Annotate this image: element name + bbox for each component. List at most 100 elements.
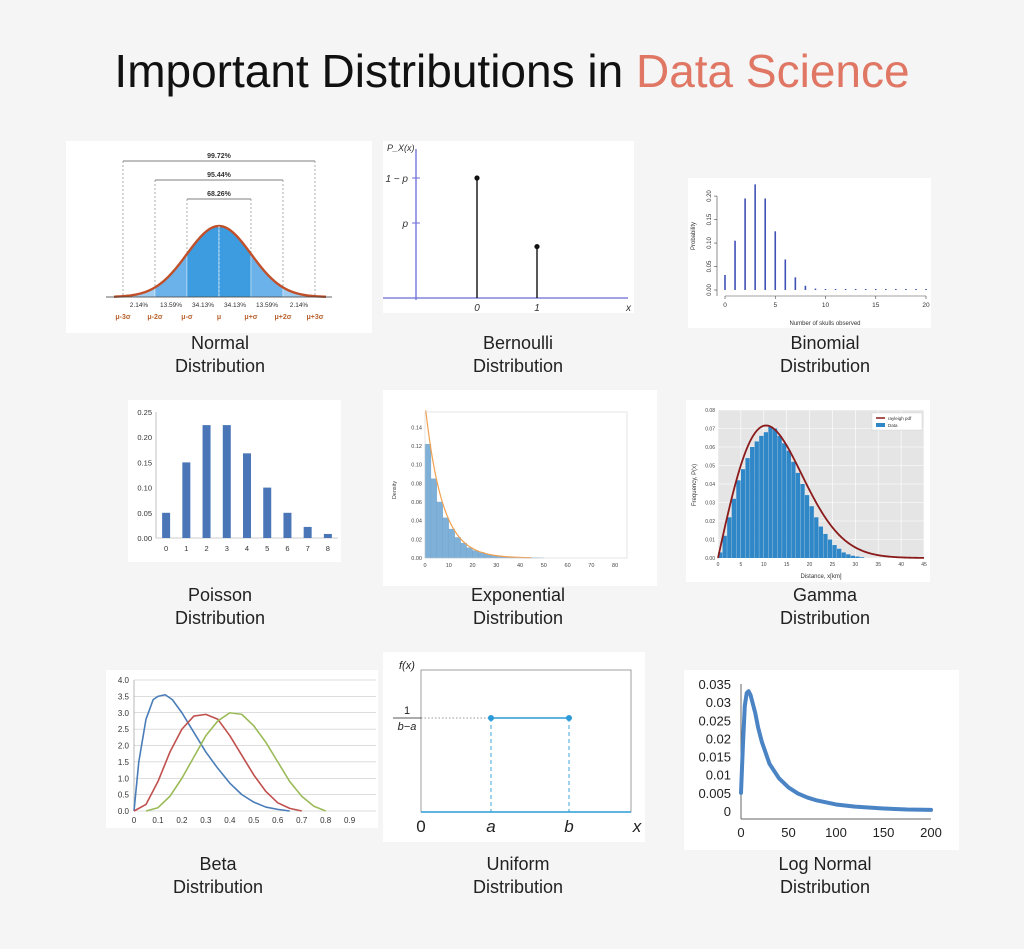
lognormal-chart: 0 0.005 0.01 0.015 0.02 0.025 0.03 0.035 0 50 100 1…: [684, 670, 959, 850]
gamma-y-tick-label: 0.07: [705, 427, 715, 433]
beta-caption-line2: Distribution: [172, 877, 264, 897]
beta-x-tick-label: 0.1: [152, 816, 164, 825]
gamma-x-tick-label: 0: [717, 562, 720, 568]
normal-band-percent: 34.13%: [224, 302, 246, 309]
exponential-bar: [448, 528, 455, 559]
gamma-curve: [717, 424, 925, 559]
gamma-bar: [795, 472, 801, 558]
poisson-bar: [303, 526, 312, 538]
gamma-y-tick-label: 0.06: [705, 445, 715, 451]
beta-x-tick-label: 0.2: [176, 816, 188, 825]
gamma-y-tick-label: 0.02: [705, 519, 715, 525]
bernoulli-y-tick-label: 1 − p: [385, 174, 408, 185]
gamma-caption-line1: Gamma: [792, 585, 857, 605]
gamma-x-tick-label: 10: [761, 562, 767, 568]
bernoulli-point: [474, 175, 480, 181]
gamma-x-tick-label: 20: [807, 562, 813, 568]
gamma-bar: [791, 461, 796, 558]
poisson-y-tick-label: 0.20: [137, 433, 152, 442]
bernoulli-caption: Bernoulli Distribution: [418, 332, 618, 378]
gamma-y-tick-label: 0.04: [705, 482, 715, 488]
uniform-y-den: b−a: [398, 721, 417, 733]
uniform-caption-line1: Uniform: [486, 854, 550, 874]
normal-tick-label: μ+3σ: [306, 314, 323, 321]
gamma-bar: [768, 426, 773, 558]
exponential-x-tick-label: 70: [588, 563, 594, 569]
exponential-chart: 0.00 0.02 0.04 0.06 0.08 0.10 0.12 0.14 0 10 20 30 4…: [383, 390, 657, 586]
gamma-bar: [782, 443, 787, 558]
lognormal-x-tick-label: 200: [920, 825, 942, 840]
gamma-bar: [759, 435, 764, 558]
gamma-bar: [837, 548, 842, 558]
poisson-bar: [263, 487, 272, 538]
poisson-y-tick-label: 0.15: [137, 458, 152, 467]
exponential-caption: Exponential Distribution: [418, 584, 618, 630]
gamma-bar: [763, 432, 769, 558]
gamma-x-tick-label: 45: [921, 562, 927, 568]
exponential-y-tick-label: 0.08: [411, 481, 422, 487]
lognormal-x-tick-label: 100: [825, 825, 847, 840]
bernoulli-caption-line1: Bernoulli: [482, 333, 554, 353]
gamma-y-tick-label: 0.03: [705, 501, 715, 507]
uniform-x-label: a: [486, 817, 495, 836]
lognormal-x-tick-label: 50: [781, 825, 795, 840]
gamma-x-label: Distance, x[km]: [800, 574, 841, 580]
bernoulli-x-tick-label: 0: [474, 303, 480, 313]
exponential-x-tick-label: 60: [565, 563, 571, 569]
exponential-x-tick-label: 0: [423, 563, 426, 569]
exponential-caption-line1: Exponential: [470, 585, 566, 605]
poisson-x-tick-label: 1: [184, 544, 188, 553]
uniform-caption: Uniform Distribution: [418, 853, 618, 899]
lognormal-y-tick-label: 0: [724, 804, 731, 819]
gamma-bar: [823, 533, 828, 558]
gamma-y-tick-label: 0.00: [705, 556, 715, 562]
gamma-bar: [809, 506, 814, 558]
exponential-y-label: Density: [392, 481, 398, 500]
normal-band-percent: 13.59%: [256, 302, 278, 309]
gamma-y-tick-label: 0.01: [705, 538, 715, 544]
normal-band: [218, 225, 252, 298]
beta-x-tick-label: 0.5: [248, 816, 260, 825]
exponential-curve: [425, 410, 532, 559]
gamma-x-tick-label: 30: [853, 562, 859, 568]
exponential-x-tick-label: 20: [469, 563, 475, 569]
uniform-x-label: 0: [416, 817, 425, 836]
beta-x-tick-label: 0.3: [200, 816, 212, 825]
exponential-x-tick-label: 10: [446, 563, 452, 569]
gamma-legend-label: Data: [888, 423, 898, 428]
poisson-x-tick-label: 0: [164, 544, 168, 553]
normal-span-label: 95.44%: [207, 172, 232, 179]
poisson-y-tick-label: 0.05: [137, 509, 152, 518]
lognormal-y-tick-label: 0.03: [706, 695, 731, 710]
beta-y-tick-label: 2.5: [118, 725, 130, 734]
gamma-bar: [745, 458, 750, 558]
poisson-bar: [222, 425, 231, 538]
gamma-bar: [772, 428, 778, 558]
lognormal-y-tick-label: 0.005: [698, 786, 731, 801]
beta-series-line: [133, 693, 290, 812]
exponential-bar: [460, 542, 467, 559]
uniform-frame: [420, 669, 632, 813]
binomial-y-tick-label: 0.05: [707, 260, 713, 272]
exponential-bar: [436, 501, 443, 559]
binomial-x-tick-label: 0: [723, 302, 727, 309]
gamma-bar: [846, 554, 851, 558]
normal-tick-label: μ-2σ: [147, 314, 163, 321]
normal-curve: [113, 224, 327, 298]
beta-caption-line1: Beta: [199, 854, 237, 874]
binomial-y-tick-label: 0.10: [707, 237, 713, 249]
gamma-x-tick-label: 5: [739, 562, 742, 568]
beta-x-tick-label: 0.6: [272, 816, 284, 825]
lognormal-curve: [739, 689, 933, 812]
exponential-bar: [424, 443, 432, 559]
gamma-bar: [722, 535, 727, 558]
gamma-x-tick-label: 25: [830, 562, 836, 568]
normal-caption-line1: Normal: [190, 333, 249, 353]
exponential-y-tick-label: 0.12: [411, 444, 422, 450]
beta-y-tick-label: 0.5: [118, 791, 130, 800]
beta-y-tick-label: 3.5: [118, 692, 130, 701]
beta-y-tick-label: 0.0: [118, 807, 130, 816]
beta-chart: 0.0 0.5 1.0 1.5 2.0 2.5 3.0 3.5 4.0 0 0.1 0.2 0.3 0.4…: [106, 670, 378, 828]
poisson-bar: [202, 425, 211, 538]
beta-x-tick-label: 0.9: [344, 816, 356, 825]
